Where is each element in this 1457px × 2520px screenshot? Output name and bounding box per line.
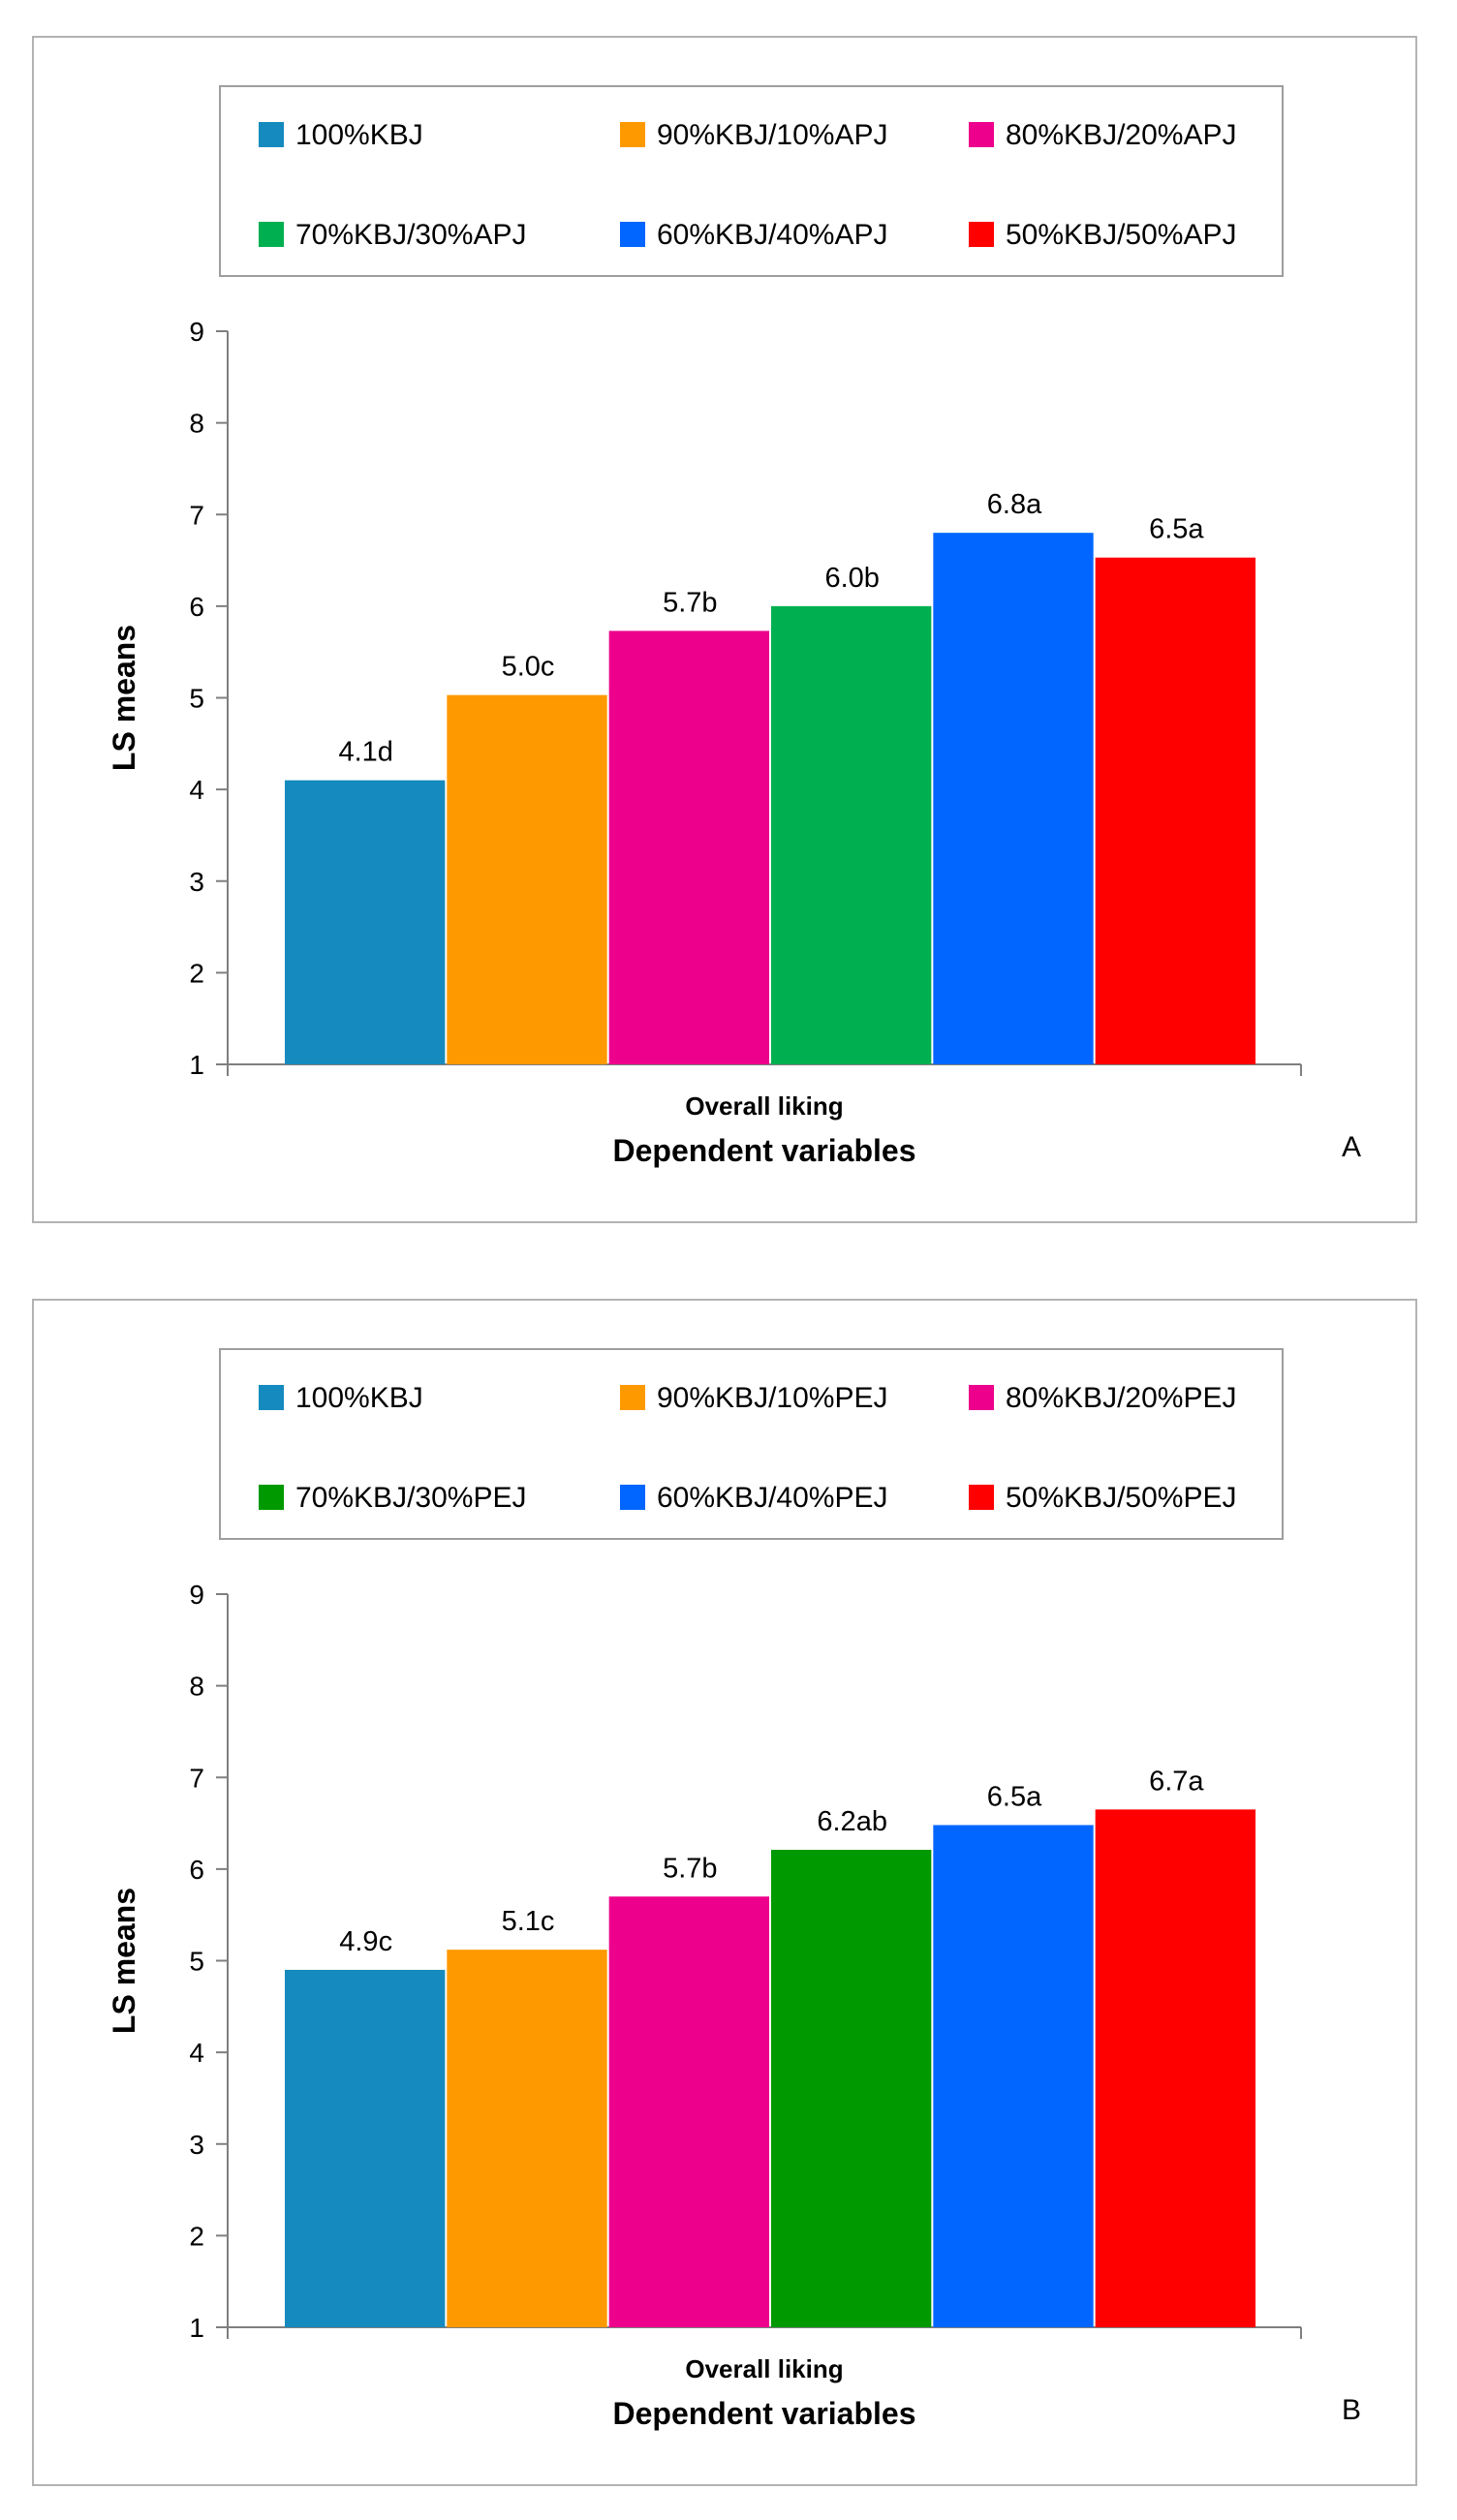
y-tick-label: 9 [189,317,204,347]
y-tick-label: 4 [189,775,204,805]
y-tick-label: 9 [189,1580,204,1610]
legend-swatch [259,122,284,147]
bar-data-label: 6.8a [987,489,1042,520]
y-tick-label: 1 [189,2313,204,2343]
y-tick-label: 2 [189,958,204,988]
bar-data-label: 5.7b [663,1853,717,1884]
y-tick-label: 3 [189,867,204,897]
legend-swatch [969,1485,994,1510]
bar [285,780,446,1064]
x-axis-title: Dependent variables [613,2396,916,2431]
legend-swatch [259,1485,284,1510]
y-tick-label: 8 [189,1672,204,1702]
legend-label: 60%KBJ/40%PEJ [657,1482,887,1514]
bar-data-label: 5.7b [663,587,717,618]
y-tick-label: 7 [189,1763,204,1793]
legend-swatch [620,122,645,147]
legend-swatch [259,222,284,247]
bar-data-label: 6.5a [1149,514,1204,545]
bar [608,1896,769,2327]
legend-label: 90%KBJ/10%PEJ [657,1382,887,1414]
panel-label: B [1342,2394,1361,2426]
legend-label: 80%KBJ/20%PEJ [1006,1382,1236,1414]
legend-swatch [259,1385,284,1410]
bar-data-label: 6.0b [824,563,879,594]
y-axis-title: LS means [107,625,141,771]
panel-label: A [1342,1131,1361,1163]
bar [933,533,1094,1064]
legend-swatch [969,1385,994,1410]
bar-chart-a: 100%KBJ 90%KBJ/10%APJ 80%KBJ/20%APJ 70%KBJ/… [107,85,1361,1168]
bar-data-label: 4.9c [339,1926,392,1957]
y-tick-label: 5 [189,1947,204,1977]
legend-swatch [620,222,645,247]
y-tick-label: 2 [189,2221,204,2251]
legend-label: 70%KBJ/30%APJ [295,219,526,251]
y-tick-label: 3 [189,2130,204,2160]
legend-swatch [969,122,994,147]
bar-data-label: 5.0c [502,652,555,683]
legend-label: 50%KBJ/50%PEJ [1006,1482,1236,1514]
legend-box [219,1348,1284,1540]
legend-label: 70%KBJ/30%PEJ [295,1482,526,1514]
legend-label: 80%KBJ/20%APJ [1006,119,1236,151]
y-tick-label: 6 [189,1855,204,1885]
legend-swatch [620,1485,645,1510]
bar-data-label: 6.5a [987,1781,1042,1812]
y-tick-label: 4 [189,2038,204,2068]
y-tick-label: 6 [189,592,204,622]
bar [447,694,607,1064]
legend-swatch [969,222,994,247]
bar-data-label: 6.7a [1149,1766,1204,1797]
legend-label: 60%KBJ/40%APJ [657,219,887,251]
bar [285,1969,446,2327]
bar-data-label: 4.1d [338,737,392,768]
legend-label: 100%KBJ [295,1382,423,1414]
bar [1095,557,1256,1064]
bar-data-label: 6.2ab [817,1806,887,1837]
bar [447,1950,607,2327]
bar [608,630,769,1064]
y-tick-label: 8 [189,409,204,439]
y-axis-title: LS means [107,1888,141,2034]
bar [771,605,932,1064]
chart-panel-b: 100%KBJ 90%KBJ/10%PEJ 80%KBJ/20%PEJ 70%KBJ/… [32,1299,1417,2486]
bar [1095,1809,1256,2327]
y-tick-label: 5 [189,684,204,714]
x-category-label: Overall liking [685,1091,843,1121]
bar [771,1850,932,2327]
legend-label: 100%KBJ [295,119,423,151]
x-category-label: Overall liking [685,2354,843,2383]
legend-box [219,85,1284,277]
y-tick-label: 7 [189,500,204,530]
bar-chart-b: 100%KBJ 90%KBJ/10%PEJ 80%KBJ/20%PEJ 70%KBJ/… [107,1348,1361,2431]
chart-panel-a: 100%KBJ 90%KBJ/10%APJ 80%KBJ/20%APJ 70%KBJ/… [32,36,1417,1223]
bar-data-label: 5.1c [502,1906,555,1937]
legend-label: 90%KBJ/10%APJ [657,119,887,151]
bar [933,1825,1094,2327]
x-axis-title: Dependent variables [613,1133,916,1168]
legend-label: 50%KBJ/50%APJ [1006,219,1236,251]
legend-swatch [620,1385,645,1410]
y-tick-label: 1 [189,1050,204,1080]
